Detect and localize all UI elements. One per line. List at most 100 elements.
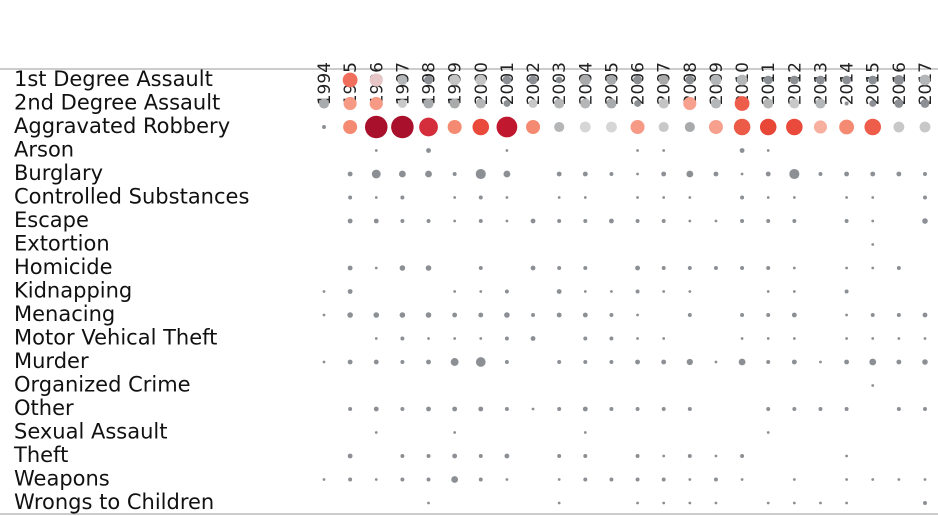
- year-label: 1994: [315, 62, 335, 105]
- bubble: [766, 337, 770, 340]
- bubble: [789, 168, 800, 180]
- bubble: [871, 384, 875, 387]
- bubble: [374, 266, 378, 270]
- bubble: [610, 290, 613, 293]
- bubble: [792, 196, 796, 199]
- bubble: [579, 74, 591, 86]
- bubble: [478, 312, 484, 318]
- row-label: Theft: [13, 443, 68, 467]
- bubble: [844, 219, 849, 223]
- bubble: [343, 96, 357, 111]
- bubble: [453, 196, 457, 199]
- bubble: [871, 478, 875, 481]
- bubble: [374, 478, 378, 481]
- bubble: [503, 100, 511, 107]
- bubble: [688, 196, 692, 199]
- bubble: [740, 478, 744, 481]
- bubble: [791, 359, 797, 365]
- bubble: [373, 218, 379, 224]
- bubble: [582, 312, 588, 318]
- bubble: [398, 170, 406, 178]
- bubble: [609, 218, 614, 224]
- bubble: [453, 431, 457, 434]
- bubble: [766, 219, 771, 223]
- bubble: [662, 290, 666, 293]
- bubble: [583, 454, 588, 458]
- bubble: [400, 477, 405, 482]
- bubble: [478, 477, 483, 482]
- bubble: [400, 360, 405, 364]
- bubble: [400, 407, 405, 411]
- bubble: [425, 170, 432, 178]
- bubble: [713, 477, 718, 482]
- bubble: [868, 75, 878, 85]
- bubble: [684, 121, 695, 133]
- row-label: Organized Crime: [14, 373, 191, 397]
- bubble: [478, 454, 483, 458]
- bubble: [554, 121, 565, 133]
- bubble: [371, 169, 381, 179]
- bubble: [505, 149, 509, 152]
- bubble: [766, 313, 771, 317]
- bubble: [427, 501, 430, 505]
- bubble: [505, 219, 509, 223]
- bubble: [397, 99, 407, 108]
- bubble: [845, 313, 848, 317]
- row-label: Burglary: [14, 161, 103, 185]
- bubble: [766, 407, 771, 411]
- bubble: [452, 312, 458, 318]
- bubble: [478, 195, 483, 200]
- bubble: [766, 266, 771, 270]
- bubble: [322, 290, 326, 293]
- bubble: [426, 406, 431, 412]
- bubble: [347, 289, 353, 294]
- bubble: [661, 407, 666, 411]
- bubble: [765, 171, 771, 177]
- bubble: [819, 501, 822, 505]
- bubble: [919, 121, 931, 133]
- bubble: [897, 337, 901, 340]
- bubble: [606, 98, 617, 109]
- row-label: Weapons: [14, 467, 110, 491]
- bubble: [447, 120, 462, 134]
- bubble: [714, 360, 718, 364]
- bubble: [635, 289, 640, 294]
- bubble: [922, 312, 928, 318]
- bubble: [374, 431, 378, 434]
- bubble: [373, 406, 379, 412]
- row-label: 1st Degree Assault: [14, 67, 213, 91]
- bubble: [740, 266, 745, 270]
- bubble: [919, 74, 931, 86]
- bubble: [453, 337, 457, 340]
- bubble: [871, 337, 875, 340]
- bubble: [374, 149, 378, 152]
- bubble: [424, 75, 433, 85]
- bubble: [736, 74, 748, 86]
- bubble: [740, 172, 744, 176]
- bubble: [766, 431, 770, 434]
- bubble: [449, 98, 460, 109]
- bubble: [583, 196, 587, 199]
- bubble: [609, 360, 614, 364]
- bubble: [557, 196, 561, 199]
- bubble: [583, 431, 587, 434]
- bubble: [426, 219, 431, 223]
- bubble: [557, 501, 561, 505]
- row-label: Homicide: [14, 255, 113, 279]
- bubble: [419, 117, 438, 137]
- bubble: [347, 453, 353, 459]
- bubble: [609, 336, 614, 341]
- bubble: [844, 359, 850, 365]
- bubble: [583, 219, 588, 223]
- bubble: [347, 312, 353, 318]
- bubble: [557, 266, 562, 270]
- bubble: [869, 100, 877, 107]
- bubble: [374, 337, 378, 340]
- bubble: [739, 148, 745, 153]
- bubble: [661, 266, 666, 270]
- bubble: [449, 74, 461, 86]
- row-label: 2nd Degree Assault: [14, 91, 220, 115]
- bubble: [662, 501, 666, 505]
- bubble: [426, 477, 431, 482]
- bubble: [479, 290, 483, 293]
